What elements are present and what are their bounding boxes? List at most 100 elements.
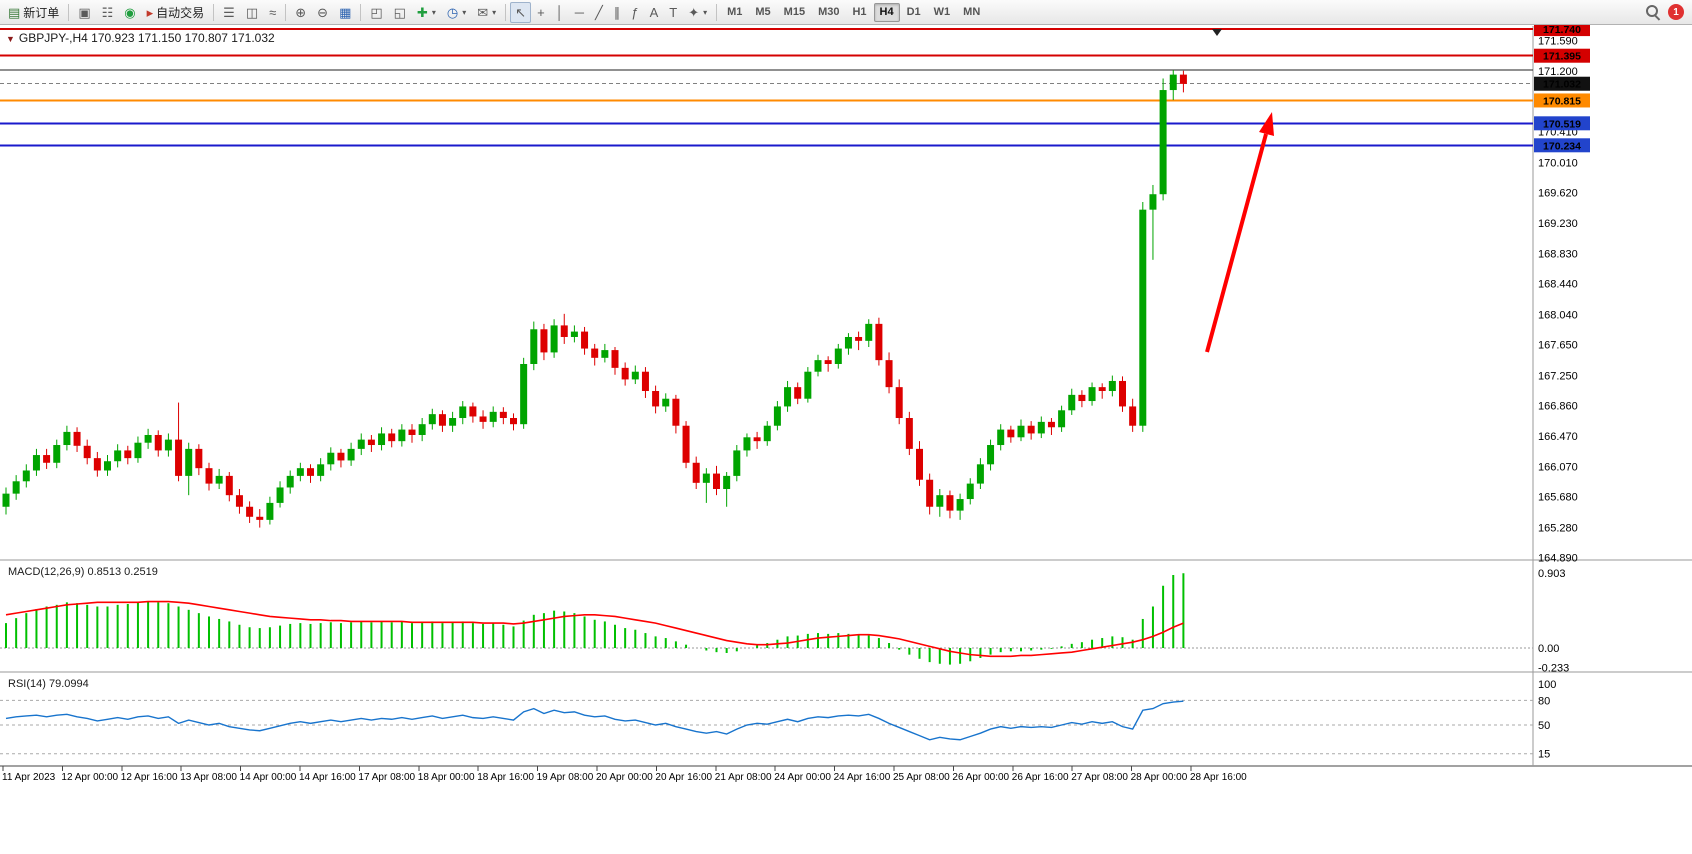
price-badge: 170.519 <box>1534 116 1590 131</box>
new-order-icon: ▤ <box>8 4 21 20</box>
timeframe-h4[interactable]: H4 <box>873 2 900 22</box>
svg-text:170.815: 170.815 <box>1543 95 1581 107</box>
new-order-button[interactable]: ▤ 新订单 <box>3 2 64 23</box>
price-badge: 171.395 <box>1534 48 1590 63</box>
svg-text:11 Apr 2023: 11 Apr 2023 <box>2 772 56 783</box>
svg-text:14 Apr 16:00: 14 Apr 16:00 <box>299 772 356 783</box>
svg-text:12 Apr 00:00: 12 Apr 00:00 <box>61 772 118 783</box>
sound-button[interactable]: ◉ <box>119 2 140 23</box>
auto-trading-icon: ▸ <box>146 4 154 20</box>
timeframe-m1[interactable]: M1 <box>721 3 748 22</box>
periods-button[interactable]: ◷ ▾ <box>442 2 471 23</box>
time-axis[interactable]: 11 Apr 2023 12 Apr 00:00 12 Apr 16:00 13 Ap… <box>2 766 1247 783</box>
vertical-line-button[interactable]: │ <box>551 2 569 23</box>
chevron-down-icon: ▾ <box>703 7 708 17</box>
svg-text:19 Apr 08:00: 19 Apr 08:00 <box>537 772 594 783</box>
indicators-add-icon: ✚ <box>416 4 428 20</box>
timeframe-d1[interactable]: D1 <box>901 3 927 22</box>
timeframe-m5[interactable]: M5 <box>749 3 776 22</box>
svg-text:50: 50 <box>1538 720 1550 732</box>
chart-window-button[interactable]: ▣ <box>73 2 95 23</box>
price-badge: 171.032 <box>1534 76 1590 91</box>
sound-icon: ◉ <box>124 4 136 20</box>
zoom-out-button[interactable]: ⊖ <box>312 2 333 23</box>
chart-profiles-button[interactable]: ◱ <box>389 2 411 23</box>
svg-text:166.070: 166.070 <box>1538 462 1578 474</box>
indicators-add-button[interactable]: ✚ ▾ <box>412 2 441 23</box>
auto-trading-button[interactable]: ▸ 自动交易 <box>142 2 210 23</box>
macd-indicator-label: MACD(12,26,9) 0.8513 0.2519 <box>8 566 158 578</box>
svg-text:171.395: 171.395 <box>1543 51 1581 63</box>
chart-profiles-icon: ◱ <box>393 4 406 20</box>
timeframe-mn[interactable]: MN <box>957 3 986 22</box>
horizontal-line-icon: ─ <box>574 4 584 20</box>
templates-button[interactable]: ✉ ▾ <box>472 2 501 23</box>
trendline-button[interactable]: ╱ <box>590 2 608 23</box>
chart-shift-marker-icon[interactable] <box>1212 29 1222 36</box>
channel-button[interactable]: ∥ <box>609 2 626 23</box>
chart-window-icon: ▣ <box>78 4 91 20</box>
chevron-down-icon: ▾ <box>492 7 497 17</box>
price-badge: 170.234 <box>1534 138 1590 153</box>
svg-text:12 Apr 16:00: 12 Apr 16:00 <box>121 772 178 783</box>
svg-text:168.440: 168.440 <box>1538 279 1578 291</box>
price-badge: 170.815 <box>1534 93 1590 108</box>
toolbar: ▤ 新订单 ▣ ☷ ◉ ▸ 自动交易 ☰ ◫ ≈ ⊕ ⊖ ▦ ◰ ◱ ✚ ▾ ◷… <box>0 0 1692 25</box>
trend-arrow[interactable] <box>1205 112 1274 353</box>
new-chart-icon: ◰ <box>370 4 383 20</box>
timeframe-m30[interactable]: M30 <box>812 3 845 22</box>
zoom-in-button[interactable]: ⊕ <box>290 2 311 23</box>
svg-text:14 Apr 00:00: 14 Apr 00:00 <box>240 772 297 783</box>
svg-text:166.860: 166.860 <box>1538 401 1578 413</box>
svg-text:0.903: 0.903 <box>1538 568 1566 580</box>
svg-text:18 Apr 16:00: 18 Apr 16:00 <box>477 772 534 783</box>
svg-text:25 Apr 08:00: 25 Apr 08:00 <box>893 772 950 783</box>
svg-text:171.200: 171.200 <box>1538 66 1578 78</box>
svg-text:170.519: 170.519 <box>1543 118 1581 130</box>
timeframe-w1[interactable]: W1 <box>928 3 957 22</box>
shapes-button[interactable]: ✦ ▾ <box>683 2 712 23</box>
chevron-down-icon: ▾ <box>462 7 467 17</box>
notification-badge[interactable]: 1 <box>1668 4 1684 20</box>
horizontal-price-lines[interactable] <box>0 28 1533 147</box>
fibonacci-button[interactable]: ƒ <box>626 2 643 23</box>
text-label-button[interactable]: T <box>664 2 682 23</box>
svg-text:80: 80 <box>1538 695 1550 707</box>
macd-signal-line <box>5 600 1184 658</box>
candle-chart-button[interactable]: ◫ <box>241 2 263 23</box>
svg-text:100: 100 <box>1538 679 1556 691</box>
print-button[interactable]: ☷ <box>97 2 119 23</box>
rsi-indicator-label: RSI(14) 79.0994 <box>8 678 89 690</box>
auto-trading-label: 自动交易 <box>156 5 205 20</box>
svg-text:165.280: 165.280 <box>1538 523 1578 535</box>
svg-text:26 Apr 16:00: 26 Apr 16:00 <box>1012 772 1069 783</box>
price-badge: 171.740 <box>1534 22 1590 37</box>
line-chart-icon: ≈ <box>269 4 277 20</box>
crosshair-tool-button[interactable]: + <box>532 2 550 23</box>
horizontal-line-button[interactable]: ─ <box>570 2 589 23</box>
svg-text:169.230: 169.230 <box>1538 218 1578 230</box>
timeframe-m15[interactable]: M15 <box>778 3 811 22</box>
cursor-tool-button[interactable]: ↖ <box>510 1 532 23</box>
toolbar-separator <box>68 3 70 21</box>
svg-text:24 Apr 00:00: 24 Apr 00:00 <box>774 772 831 783</box>
line-chart-button[interactable]: ≈ <box>264 2 281 23</box>
svg-text:26 Apr 00:00: 26 Apr 00:00 <box>952 772 1009 783</box>
toolbar-separator <box>285 3 287 21</box>
zoom-out-icon: ⊖ <box>317 4 329 20</box>
text-tool-button[interactable]: A <box>645 2 664 23</box>
svg-text:165.680: 165.680 <box>1538 492 1578 504</box>
svg-text:171.590: 171.590 <box>1538 36 1578 48</box>
svg-text:170.234: 170.234 <box>1543 140 1581 152</box>
tile-windows-button[interactable]: ▦ <box>334 2 356 23</box>
zoom-in-icon: ⊕ <box>295 4 307 20</box>
new-chart-button[interactable]: ◰ <box>365 2 387 23</box>
toolbar-separator <box>505 3 507 21</box>
timeframe-h1[interactable]: H1 <box>846 3 872 22</box>
bar-chart-button[interactable]: ☰ <box>218 2 240 23</box>
cursor-icon: ↖ <box>515 4 527 20</box>
svg-text:17 Apr 08:00: 17 Apr 08:00 <box>358 772 415 783</box>
search-icon[interactable] <box>1645 4 1661 21</box>
